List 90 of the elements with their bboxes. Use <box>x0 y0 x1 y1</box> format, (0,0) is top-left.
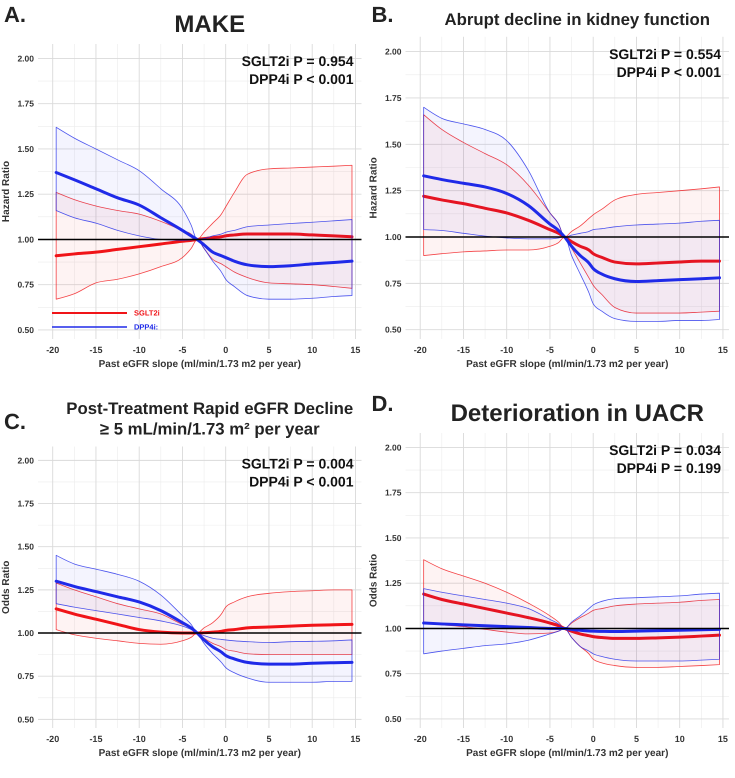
x-tick-label: 5 <box>634 734 639 744</box>
x-tick-label: -10 <box>500 345 514 355</box>
x-tick-label: 0 <box>223 345 228 355</box>
y-axis-title: Hazard Ratio <box>368 157 380 218</box>
y-tick-label: 0.50 <box>384 324 402 335</box>
y-tick-label: 1.75 <box>17 498 34 509</box>
y-tick-label: 2.00 <box>384 442 402 452</box>
text: B. <box>372 2 394 27</box>
y-tick-label: 0.75 <box>17 671 34 682</box>
x-tick-label: -20 <box>414 345 427 355</box>
y-tick-label: 0.50 <box>17 714 34 724</box>
x-axis-title: Past eGFR slope (ml/min/1.73 m2 per year) <box>98 359 301 370</box>
x-tick-label: -20 <box>414 734 427 744</box>
line-series <box>422 194 721 266</box>
line-series <box>54 170 354 268</box>
y-tick-label: 0.50 <box>17 324 34 335</box>
x-tick-label: -10 <box>132 345 146 355</box>
y-tick-label: 1.25 <box>384 186 402 196</box>
y-tick-label: 1.50 <box>384 139 402 150</box>
x-tick-label: 5 <box>634 345 639 355</box>
x-tick-label: 10 <box>674 734 685 744</box>
y-tick-label: 0.75 <box>17 280 34 290</box>
x-tick-label: -5 <box>178 345 186 355</box>
y-tick-label: 1.75 <box>384 92 402 103</box>
text: D. <box>372 391 394 416</box>
y-tick-label: 1.25 <box>17 189 34 200</box>
annotation: DPP4i P < 0.001 <box>616 64 722 80</box>
x-tick-label: -15 <box>456 345 470 355</box>
x-tick-label: -15 <box>456 734 470 744</box>
y-tick-label: 1.00 <box>384 623 402 634</box>
y-axis-title: Odds Ratio <box>368 554 380 608</box>
y-tick-label: 0.75 <box>384 668 402 679</box>
x-tick-label: 0 <box>590 345 596 355</box>
annotation: SGLT2i P = 0.554 <box>609 46 722 62</box>
y-axis-title: Odds Ratio <box>1 560 12 614</box>
y-tick-label: 1.50 <box>17 144 34 154</box>
y-tick-label: 0.75 <box>384 278 402 288</box>
x-tick-label: 5 <box>266 734 272 744</box>
x-axis-title: Past eGFR slope (ml/min/1.73 m2 per year) <box>466 359 668 370</box>
y-tick-label: 1.75 <box>17 98 34 109</box>
line-series <box>422 174 721 284</box>
chart-title: Abrupt decline in kidney function <box>444 10 710 29</box>
x-tick-label: -5 <box>546 345 554 355</box>
x-tick-label: 15 <box>718 345 728 355</box>
text: A. <box>4 2 26 27</box>
x-tick-label: -15 <box>89 734 102 744</box>
x-tick-label: 15 <box>350 734 360 744</box>
y-tick-label: 0.50 <box>384 714 402 724</box>
y-tick-label: 1.25 <box>17 584 34 595</box>
line-series <box>422 592 721 640</box>
chart-title: MAKE <box>174 11 246 38</box>
y-tick-label: 2.00 <box>384 46 402 57</box>
x-tick-label: 10 <box>674 345 685 355</box>
x-tick-label: -10 <box>132 734 146 744</box>
x-tick-label: -15 <box>89 345 102 355</box>
x-axis-title: Past eGFR slope (ml/min/1.73 m2 per year) <box>98 748 301 759</box>
text: C. <box>4 409 26 434</box>
x-tick-label: -20 <box>46 345 60 355</box>
annotation: DPP4i P = 0.199 <box>616 460 722 476</box>
annotation: SGLT2i P = 0.954 <box>242 53 354 69</box>
x-tick-label: 10 <box>307 734 318 744</box>
x-tick-label: -5 <box>178 734 186 744</box>
x-tick-label: -20 <box>46 734 60 744</box>
x-tick-label: 0 <box>223 734 228 744</box>
x-tick-label: -10 <box>500 734 514 744</box>
y-axis-title: Hazard Ratio <box>1 160 12 222</box>
y-tick-label: 1.50 <box>17 542 34 552</box>
y-tick-label: 1.00 <box>384 232 402 242</box>
y-tick-label: 1.50 <box>384 532 402 543</box>
x-tick-label: 15 <box>350 345 360 355</box>
chart-title: Deterioration in UACR <box>450 400 704 427</box>
x-tick-label: 10 <box>307 345 318 355</box>
y-tick-label: 2.00 <box>17 53 34 64</box>
y-tick-label: 1.25 <box>384 578 402 588</box>
annotation: SGLT2i P = 0.004 <box>242 456 354 472</box>
x-axis-title: Past eGFR slope (ml/min/1.73 m2 per year) <box>466 748 668 759</box>
x-tick-label: 0 <box>590 734 596 744</box>
annotation: DPP4i P < 0.001 <box>249 71 354 87</box>
line-series <box>54 232 354 258</box>
y-tick-label: 1.75 <box>384 488 402 498</box>
x-tick-label: 5 <box>266 345 272 355</box>
line-series <box>54 580 354 666</box>
x-tick-label: 15 <box>718 734 728 744</box>
y-tick-label: 2.00 <box>17 455 34 466</box>
annotation: SGLT2i P = 0.034 <box>609 442 722 458</box>
annotation: DPP4i P < 0.001 <box>249 474 354 490</box>
chart-title: Post-Treatment Rapid eGFR Decline ≥ 5 mL/min/1.73 m² per year <box>66 398 354 439</box>
x-tick-label: -5 <box>546 734 554 744</box>
y-tick-label: 1.00 <box>17 628 34 638</box>
y-tick-label: 1.00 <box>17 234 34 244</box>
